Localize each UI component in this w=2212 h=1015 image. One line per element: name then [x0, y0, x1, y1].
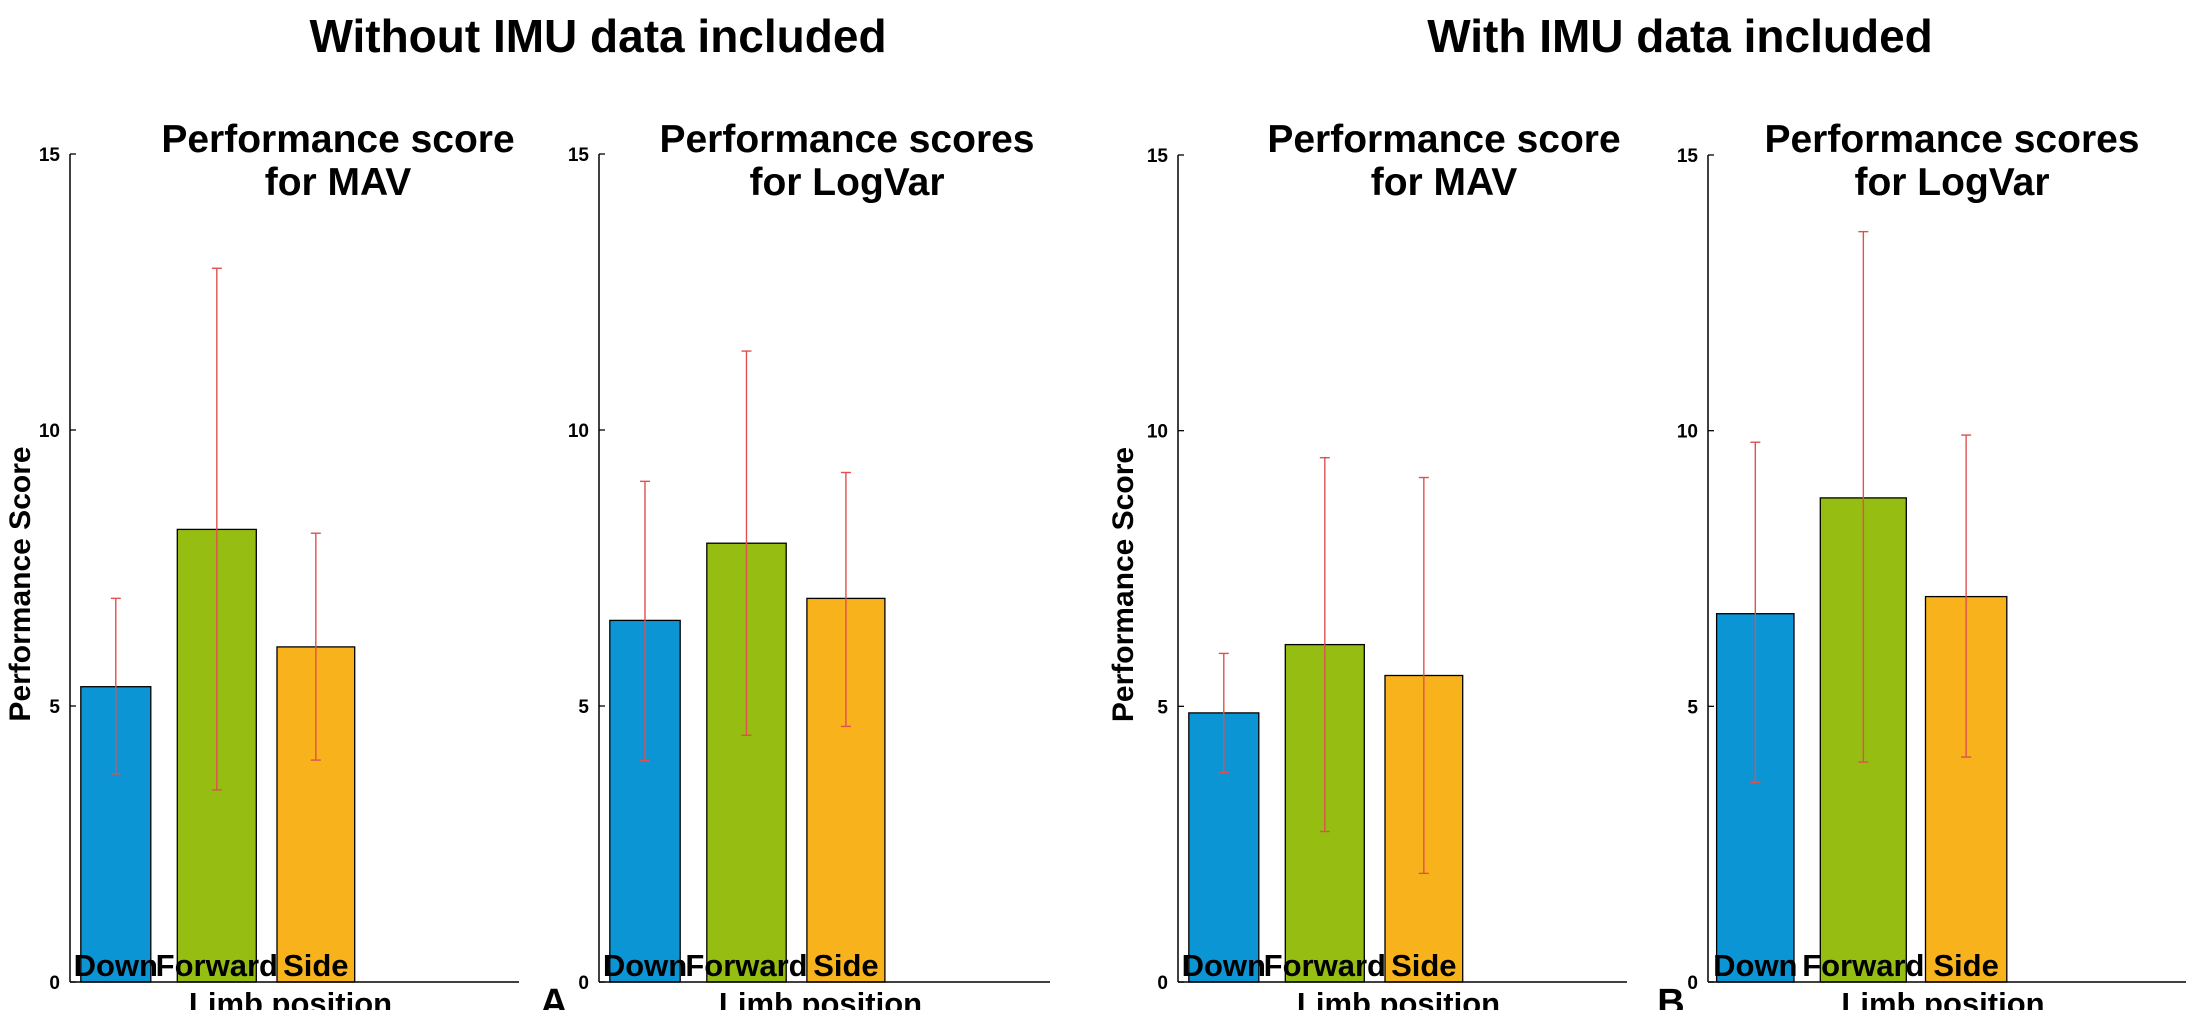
group-title-with-imu: With IMU data included: [1427, 10, 1933, 62]
panel2-ytick-label-5: 5: [578, 697, 589, 718]
panel3-ytick-label-15: 15: [1147, 146, 1169, 167]
panel4-title-line-1: Performance scores: [1764, 118, 2139, 161]
panel3-title-line-1: Performance score: [1267, 118, 1620, 161]
panel4-category-label-down: Down: [1713, 948, 1797, 983]
panel1-ytick-label-5: 5: [49, 697, 60, 718]
panel1-ytick-label-15: 15: [39, 145, 61, 166]
panel1-y-axis-label: Performance Score: [4, 446, 37, 721]
panel2-category-label-side: Side: [813, 948, 878, 983]
panel4-title-line-2: for LogVar: [1854, 161, 2049, 204]
panel2-ytick-label-10: 10: [568, 421, 589, 442]
panel-letter-b: B: [1657, 982, 1684, 1010]
panel4-ytick-label-10: 10: [1677, 422, 1698, 443]
panel4-ytick-label-0: 0: [1687, 973, 1698, 994]
panel1-category-label-forward: Forward: [156, 948, 278, 983]
panel2-ytick-label-15: 15: [568, 145, 590, 166]
panel1-title-line-1: Performance score: [161, 118, 514, 161]
panel3-y-axis-label: Performance Score: [1107, 447, 1140, 722]
panel2-category-label-down: Down: [603, 948, 687, 983]
panel2-title-line-2: for LogVar: [749, 161, 944, 204]
panel3-category-label-down: Down: [1182, 948, 1266, 983]
panel2-ytick-label-0: 0: [578, 973, 589, 994]
panel4-category-label-side: Side: [1933, 948, 1998, 983]
panel1-category-label-side: Side: [283, 948, 348, 983]
panel1-category-label-down: Down: [74, 948, 158, 983]
panel3-x-axis-label: Limb position: [1297, 986, 1500, 1010]
panel1-ytick-label-10: 10: [39, 421, 60, 442]
panel1-title-line-2: for MAV: [265, 161, 412, 204]
panel3-category-label-side: Side: [1391, 948, 1456, 983]
panel3-ytick-label-0: 0: [1157, 973, 1168, 994]
panel1-ytick-label-0: 0: [49, 973, 60, 994]
panel1-x-axis-label: Limb position: [189, 986, 392, 1010]
panel3-title-line-2: for MAV: [1371, 161, 1518, 204]
panel4-ytick-label-5: 5: [1687, 697, 1698, 718]
panel4-ytick-label-15: 15: [1677, 146, 1699, 167]
panel2-x-axis-label: Limb position: [719, 986, 922, 1010]
panel3-ytick-label-10: 10: [1147, 422, 1168, 443]
panel-letter-a: A: [540, 982, 567, 1010]
panel2-title-line-1: Performance scores: [659, 118, 1034, 161]
panel4-category-label-forward: Forward: [1802, 948, 1924, 983]
panel2-category-label-forward: Forward: [685, 948, 807, 983]
panel4-x-axis-label: Limb position: [1841, 986, 2044, 1010]
panel3-ytick-label-5: 5: [1157, 697, 1168, 718]
group-title-without-imu: Without IMU data included: [309, 10, 886, 62]
panel3-category-label-forward: Forward: [1264, 948, 1386, 983]
